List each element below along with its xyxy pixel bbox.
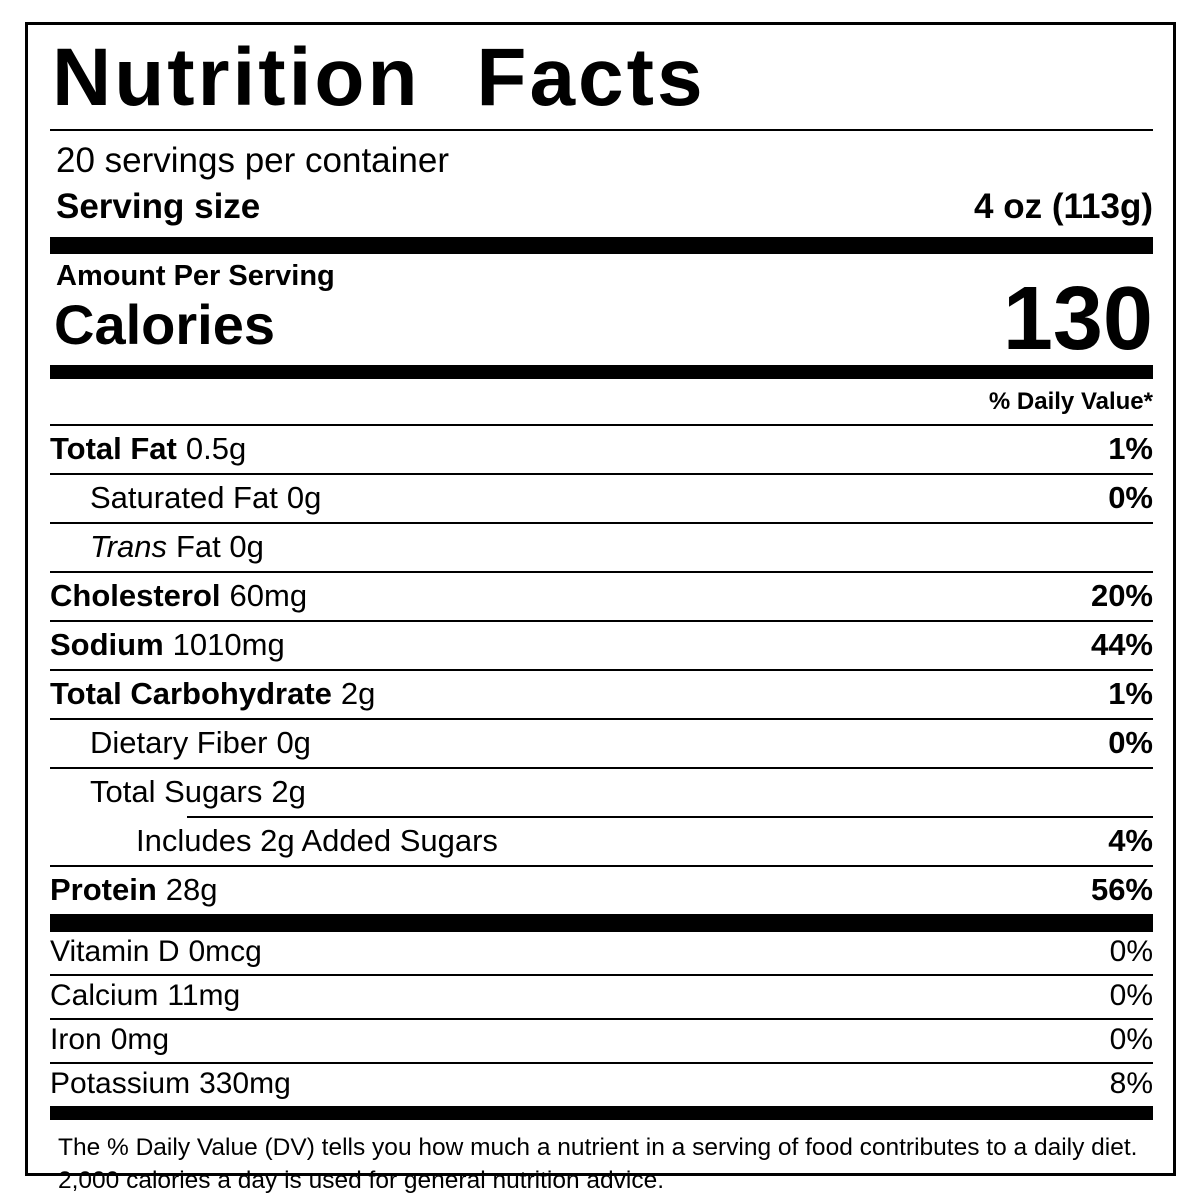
nutrient-dv: 0% — [1108, 725, 1153, 761]
nutrient-name: Vitamin D — [50, 935, 180, 969]
nutrient-dv: 0% — [1109, 1023, 1153, 1057]
micronutrient-row-vitamin-d: Vitamin D 0mcg 0% — [50, 932, 1153, 974]
label-title: Nutrition Facts — [50, 33, 1153, 131]
nutrient-name: Total Carbohydrate — [50, 676, 332, 712]
serving-size-label: Serving size — [56, 187, 261, 226]
nutrient-row-total-sugars: Total Sugars 2g — [50, 767, 1153, 816]
micronutrient-row-potassium: Potassium 330mg 8% — [50, 1062, 1153, 1106]
nutrient-amount: 2g — [340, 676, 376, 712]
nutrient-name: Cholesterol — [50, 578, 221, 614]
nutrient-row-saturated-fat: Saturated Fat 0g 0% — [50, 473, 1153, 522]
nutrient-dv: 0% — [1109, 979, 1153, 1013]
nutrient-row-total-fat: Total Fat 0.5g 1% — [50, 424, 1153, 473]
nutrient-row-cholesterol: Cholesterol 60mg 20% — [50, 571, 1153, 620]
nutrient-amount: 11mg — [167, 979, 241, 1013]
nutrient-amount: 2g — [271, 774, 306, 810]
nutrient-amount: 60mg — [229, 578, 308, 614]
thick-divider-bar — [50, 914, 1153, 933]
nutrient-name: Calcium — [50, 979, 159, 1013]
nutrient-name: Total Sugars — [90, 774, 263, 810]
nutrient-name: Trans — [90, 529, 167, 565]
nutrient-dv: 4% — [1108, 823, 1153, 859]
nutrition-facts-label: Nutrition Facts 20 servings per containe… — [25, 22, 1176, 1194]
micronutrient-row-iron: Iron 0mg 0% — [50, 1018, 1153, 1062]
nutrient-name: Sodium — [50, 627, 164, 663]
footnote-line-2: 2,000 calories a day is used for general… — [58, 1166, 665, 1194]
nutrient-name: Iron — [50, 1023, 102, 1057]
nutrient-dv: 56% — [1090, 872, 1153, 908]
daily-value-footnote: The % Daily Value (DV) tells you how muc… — [50, 1120, 1153, 1197]
nutrient-row-total-carbohydrate: Total Carbohydrate 2g 1% — [50, 669, 1153, 718]
nutrient-name: Protein — [50, 872, 157, 908]
nutrient-dv: 1% — [1108, 676, 1153, 712]
calories-label: Calories — [54, 293, 275, 356]
nutrient-amount: 0g — [276, 725, 311, 761]
nutrient-dv: 44% — [1090, 627, 1153, 663]
nutrient-name: Saturated Fat — [90, 480, 278, 516]
nutrient-name: Potassium — [50, 1067, 191, 1101]
nutrient-dv: 1% — [1108, 431, 1153, 467]
nutrient-row-protein: Protein 28g 56% — [50, 865, 1153, 914]
nutrient-amount: 330mg — [199, 1067, 291, 1101]
nutrient-amount: 0.5g — [185, 431, 247, 467]
nutrient-amount: 0g — [286, 480, 322, 516]
medium-divider-bar — [50, 1106, 1153, 1121]
nutrient-row-trans-fat: Trans Fat 0g — [50, 522, 1153, 571]
thick-divider-bar — [50, 237, 1153, 254]
medium-divider-bar — [50, 365, 1153, 380]
nutrient-dv: 0% — [1108, 480, 1153, 516]
nutrient-dv: 8% — [1109, 1067, 1153, 1101]
daily-value-header: % Daily Value* — [988, 388, 1153, 416]
nutrient-name: Total Fat — [50, 431, 177, 467]
nutrient-row-sodium: Sodium 1010mg 44% — [50, 620, 1153, 669]
nutrient-row-dietary-fiber: Dietary Fiber 0g 0% — [50, 718, 1153, 767]
servings-per-container: 20 servings per container — [56, 141, 449, 180]
micronutrient-row-calcium: Calcium 11mg 0% — [50, 974, 1153, 1018]
serving-size-row: Serving size 4 oz (113g) — [50, 183, 1153, 237]
nutrient-amount: Fat 0g — [175, 529, 264, 565]
footnote-line-1: The % Daily Value (DV) tells you how muc… — [58, 1134, 1138, 1162]
serving-size-value: 4 oz (113g) — [974, 187, 1153, 226]
nutrient-amount: 0mcg — [188, 935, 262, 969]
nutrient-row-added-sugars: Includes 2g Added Sugars 4% — [50, 818, 1153, 865]
nutrient-dv: 0% — [1109, 935, 1153, 969]
nutrient-amount: 1010mg — [172, 627, 285, 663]
nutrient-name: Includes 2g Added Sugars — [136, 823, 498, 859]
nutrient-name: Dietary Fiber — [90, 725, 268, 761]
amount-per-serving-label: Amount Per Serving — [56, 260, 335, 292]
nutrient-amount: 0mg — [110, 1023, 170, 1057]
calories-value: 130 — [1002, 268, 1153, 369]
indented-divider — [187, 816, 1153, 819]
nutrient-amount: 28g — [165, 872, 218, 908]
nutrient-dv: 20% — [1090, 578, 1153, 614]
calories-block: Amount Per Serving Calories 130 — [50, 254, 1153, 365]
